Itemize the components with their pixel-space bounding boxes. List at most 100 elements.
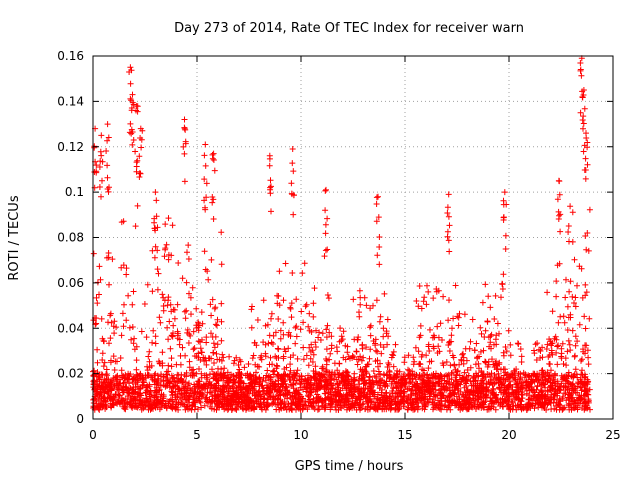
- data-point: [363, 344, 370, 351]
- data-point: [575, 399, 582, 406]
- data-point: [323, 357, 330, 364]
- data-point: [162, 245, 169, 252]
- data-point: [177, 361, 184, 368]
- data-point: [525, 400, 532, 407]
- data-point: [280, 297, 287, 304]
- data-point: [202, 266, 209, 273]
- data-point: [455, 314, 462, 321]
- data-point: [251, 339, 258, 346]
- data-point: [155, 358, 162, 365]
- data-point: [554, 392, 561, 399]
- data-point: [569, 209, 576, 216]
- data-point: [169, 392, 176, 399]
- data-point: [323, 346, 330, 353]
- data-point: [310, 351, 317, 358]
- data-point: [139, 376, 146, 383]
- data-point: [98, 315, 105, 322]
- data-point: [293, 296, 300, 303]
- data-point: [572, 303, 579, 310]
- data-point: [305, 362, 312, 369]
- data-point: [300, 356, 307, 363]
- data-point: [565, 383, 572, 390]
- data-point: [349, 395, 356, 402]
- data-point: [507, 382, 514, 389]
- data-point: [248, 306, 255, 313]
- data-point: [128, 67, 135, 74]
- data-point: [570, 373, 577, 380]
- y-tick-label: 0.12: [57, 140, 84, 154]
- data-point: [248, 384, 255, 391]
- data-point: [93, 388, 100, 395]
- data-point: [551, 371, 558, 378]
- data-point: [306, 327, 313, 334]
- data-point: [484, 386, 490, 393]
- data-point: [130, 137, 137, 143]
- data-point: [103, 376, 110, 383]
- data-point: [452, 282, 459, 289]
- data-point: [407, 371, 414, 377]
- data-point: [306, 344, 313, 351]
- data-point: [212, 384, 219, 390]
- data-point: [166, 318, 173, 325]
- data-point: [454, 313, 461, 320]
- data-point: [153, 197, 160, 204]
- data-point: [312, 363, 319, 370]
- data-point: [213, 380, 220, 387]
- data-point: [148, 362, 155, 369]
- data-point: [582, 155, 589, 162]
- data-point: [105, 319, 111, 326]
- data-point: [404, 386, 411, 393]
- data-point: [357, 366, 364, 373]
- data-point: [381, 290, 388, 297]
- data-point: [488, 331, 495, 338]
- data-point: [323, 334, 330, 341]
- data-point: [192, 399, 199, 406]
- data-point: [146, 391, 153, 398]
- data-point: [191, 385, 198, 392]
- data-point: [299, 395, 306, 402]
- data-point: [502, 366, 508, 373]
- data-point: [421, 406, 428, 413]
- data-point: [490, 361, 497, 368]
- data-point: [342, 356, 349, 363]
- data-point: [227, 385, 234, 392]
- data-point: [146, 358, 153, 365]
- data-point: [228, 392, 235, 399]
- data-point: [220, 354, 227, 361]
- data-point: [444, 233, 451, 240]
- data-point: [475, 396, 482, 403]
- data-point: [264, 367, 271, 374]
- data-point: [211, 406, 218, 413]
- data-point: [158, 404, 165, 411]
- data-point: [525, 372, 532, 379]
- data-point: [230, 377, 237, 383]
- data-point: [268, 339, 275, 346]
- data-point: [239, 399, 246, 406]
- data-point: [582, 399, 589, 406]
- data-point: [146, 348, 153, 355]
- data-point: [302, 375, 308, 382]
- data-point: [567, 311, 574, 318]
- data-point: [198, 383, 205, 390]
- data-point: [448, 338, 455, 345]
- data-point: [367, 385, 374, 392]
- data-point: [236, 401, 243, 407]
- data-point: [560, 374, 567, 381]
- data-point: [556, 178, 563, 185]
- data-point: [567, 203, 574, 210]
- data-point: [218, 261, 225, 268]
- data-point: [454, 387, 461, 394]
- data-point: [535, 400, 542, 407]
- data-point: [139, 127, 146, 134]
- data-point: [423, 386, 430, 393]
- data-point: [500, 349, 507, 356]
- data-point: [384, 383, 391, 389]
- data-point: [456, 361, 463, 368]
- data-point: [198, 404, 205, 411]
- data-point: [152, 227, 159, 234]
- data-point: [409, 401, 416, 408]
- data-point: [378, 389, 385, 396]
- data-point: [300, 405, 306, 412]
- data-point: [489, 399, 496, 406]
- data-point: [270, 382, 277, 389]
